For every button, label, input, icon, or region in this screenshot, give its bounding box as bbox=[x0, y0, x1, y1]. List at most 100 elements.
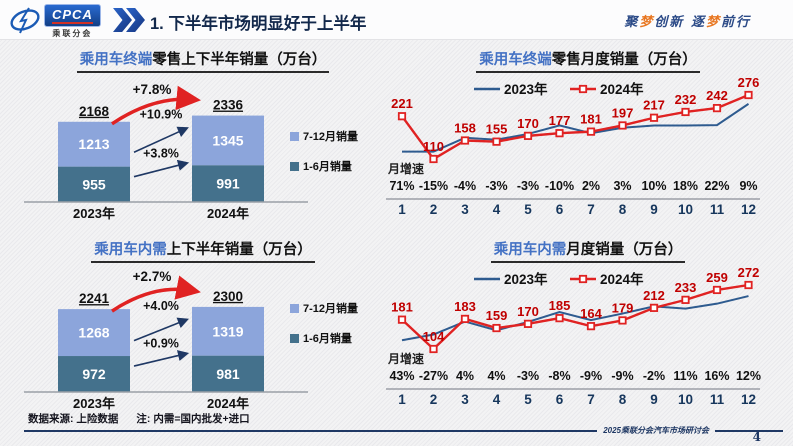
growth-row-label: 月增速 bbox=[387, 161, 424, 176]
month-tick: 5 bbox=[524, 392, 532, 407]
total-label: 2168 bbox=[79, 104, 110, 119]
legend-item: 1-6月销量 bbox=[290, 330, 382, 346]
data-label: 276 bbox=[738, 75, 760, 90]
bar-segment-h2 bbox=[192, 115, 264, 166]
bar-value-label: 972 bbox=[82, 366, 106, 382]
month-tick: 7 bbox=[587, 202, 595, 217]
growth-value: 3% bbox=[613, 179, 631, 193]
series-line-2024 bbox=[401, 93, 749, 161]
month-tick: 8 bbox=[619, 202, 627, 217]
data-label: 159 bbox=[486, 308, 508, 323]
month-tick: 6 bbox=[556, 202, 564, 217]
header: CPCA 乘联分会 1. 下半年市场明显好于上半年 聚梦创新 逐梦前行 bbox=[0, 0, 793, 40]
month-tick: 7 bbox=[587, 392, 595, 407]
footer-line bbox=[24, 429, 598, 432]
growth-value: 11% bbox=[673, 369, 697, 383]
bar-value-label: 981 bbox=[216, 366, 240, 382]
data-point-marker bbox=[555, 129, 564, 138]
data-label: 170 bbox=[517, 304, 539, 319]
growth-value: -4% bbox=[454, 179, 476, 193]
bar-segment-h1 bbox=[192, 165, 264, 202]
data-point-marker bbox=[586, 127, 596, 136]
data-label: 197 bbox=[612, 105, 634, 120]
upper-growth-arrow bbox=[133, 317, 189, 342]
month-tick: 12 bbox=[741, 392, 756, 407]
legend-item: 7-12月销量 bbox=[290, 300, 382, 316]
month-tick: 10 bbox=[678, 202, 693, 217]
data-label: 170 bbox=[517, 116, 539, 131]
slogan: 聚梦创新 逐梦前行 bbox=[624, 11, 751, 30]
chart-title: 乘用车终端零售上下半年销量（万台） bbox=[24, 50, 382, 73]
footnote: 数据来源: 上险数据 注: 内需=国内批发+进口 bbox=[28, 411, 268, 426]
growth-value: -9% bbox=[611, 369, 633, 383]
total-label: 2300 bbox=[213, 289, 243, 304]
page-title: 1. 下半年市场明显好于上半年 bbox=[150, 15, 367, 33]
series-line-2023 bbox=[402, 103, 750, 153]
data-point-marker bbox=[649, 303, 659, 312]
bar-segment-h2 bbox=[192, 306, 264, 356]
double-chevron-right-icon bbox=[113, 8, 145, 32]
legend-swatch bbox=[290, 333, 299, 343]
cpca-acronym: CPCA bbox=[52, 7, 93, 24]
growth-value: 4% bbox=[487, 369, 505, 383]
data-point-marker bbox=[744, 90, 753, 100]
data-point-marker bbox=[618, 121, 627, 130]
legend-marker bbox=[578, 274, 588, 284]
org-name: 乘联分会 bbox=[52, 29, 93, 38]
month-tick: 8 bbox=[619, 392, 627, 407]
retail-half-year-plot: 1213 955 2168 2023年 1345 991 2336 2024年 +7.8% +10… bbox=[24, 73, 382, 228]
domestic-half-year-svg: 1268 972 2241 2023年 1319 981 2300 2024年 +2.7% +4.… bbox=[24, 269, 308, 411]
month-tick: 10 bbox=[678, 392, 693, 407]
upper-growth-label: +10.9% bbox=[140, 108, 183, 122]
month-tick: 4 bbox=[493, 392, 501, 407]
month-tick: 3 bbox=[461, 202, 469, 217]
legend-item: 7-12月销量 bbox=[290, 128, 382, 144]
data-point-marker bbox=[492, 137, 501, 146]
growth-value: 12% bbox=[736, 369, 761, 383]
lower-growth-label: +0.9% bbox=[143, 337, 179, 351]
bar-value-label: 1319 bbox=[212, 323, 243, 339]
total-label: 2241 bbox=[79, 291, 110, 306]
data-label: 164 bbox=[580, 306, 602, 321]
domestic-half-year-chart: 乘用车内需上下半年销量（万台） 1268 972 2241 2023年 1319 981 2… bbox=[24, 240, 382, 411]
bar-segment-h1 bbox=[192, 355, 264, 392]
month-tick: 1 bbox=[398, 392, 406, 407]
category-label: 2023年 bbox=[73, 396, 115, 411]
data-label: 272 bbox=[738, 265, 760, 280]
data-point-marker bbox=[429, 154, 438, 164]
data-point-marker bbox=[429, 344, 438, 354]
data-label: 104 bbox=[423, 329, 445, 344]
month-tick: 6 bbox=[556, 392, 564, 407]
legend: 7-12月销量 1-6月销量 bbox=[290, 128, 382, 188]
month-tick: 2 bbox=[430, 392, 438, 407]
legend-label: 2024年 bbox=[600, 271, 644, 287]
retail-half-year-svg: 1213 955 2168 2023年 1345 991 2336 2024年 +7.8% +10… bbox=[24, 82, 308, 221]
conference-title: 2025乘联分会汽车市场研讨会 bbox=[603, 426, 709, 435]
upper-growth-label: +4.0% bbox=[143, 299, 179, 313]
slogan-char: 逐 bbox=[690, 15, 706, 30]
growth-value: -3% bbox=[517, 179, 539, 193]
slogan-char: 聚 bbox=[624, 15, 640, 30]
data-label: 233 bbox=[675, 280, 697, 295]
month-tick: 9 bbox=[650, 202, 658, 217]
data-label: 212 bbox=[643, 288, 665, 303]
month-tick: 9 bbox=[650, 392, 658, 407]
data-point-marker bbox=[492, 323, 501, 333]
chart-title: 乘用车内需月度销量（万台） bbox=[386, 240, 790, 263]
data-point-marker bbox=[681, 295, 690, 304]
chart-title: 乘用车内需上下半年销量（万台） bbox=[24, 240, 382, 263]
total-growth-arrow bbox=[111, 85, 201, 126]
upper-growth-arrow bbox=[133, 126, 189, 153]
growth-value: -3% bbox=[485, 179, 507, 193]
growth-value: -27% bbox=[419, 369, 448, 383]
growth-value: 10% bbox=[641, 179, 666, 193]
category-label: 2023年 bbox=[73, 206, 115, 221]
data-point-marker bbox=[712, 104, 722, 113]
legend-item: 1-6月销量 bbox=[290, 158, 382, 174]
legend-swatch bbox=[290, 131, 299, 141]
data-label: 181 bbox=[391, 300, 413, 315]
growth-value: 2% bbox=[582, 179, 600, 193]
bar-segment-h2 bbox=[58, 309, 130, 357]
cpca-badge: CPCA bbox=[44, 4, 101, 27]
